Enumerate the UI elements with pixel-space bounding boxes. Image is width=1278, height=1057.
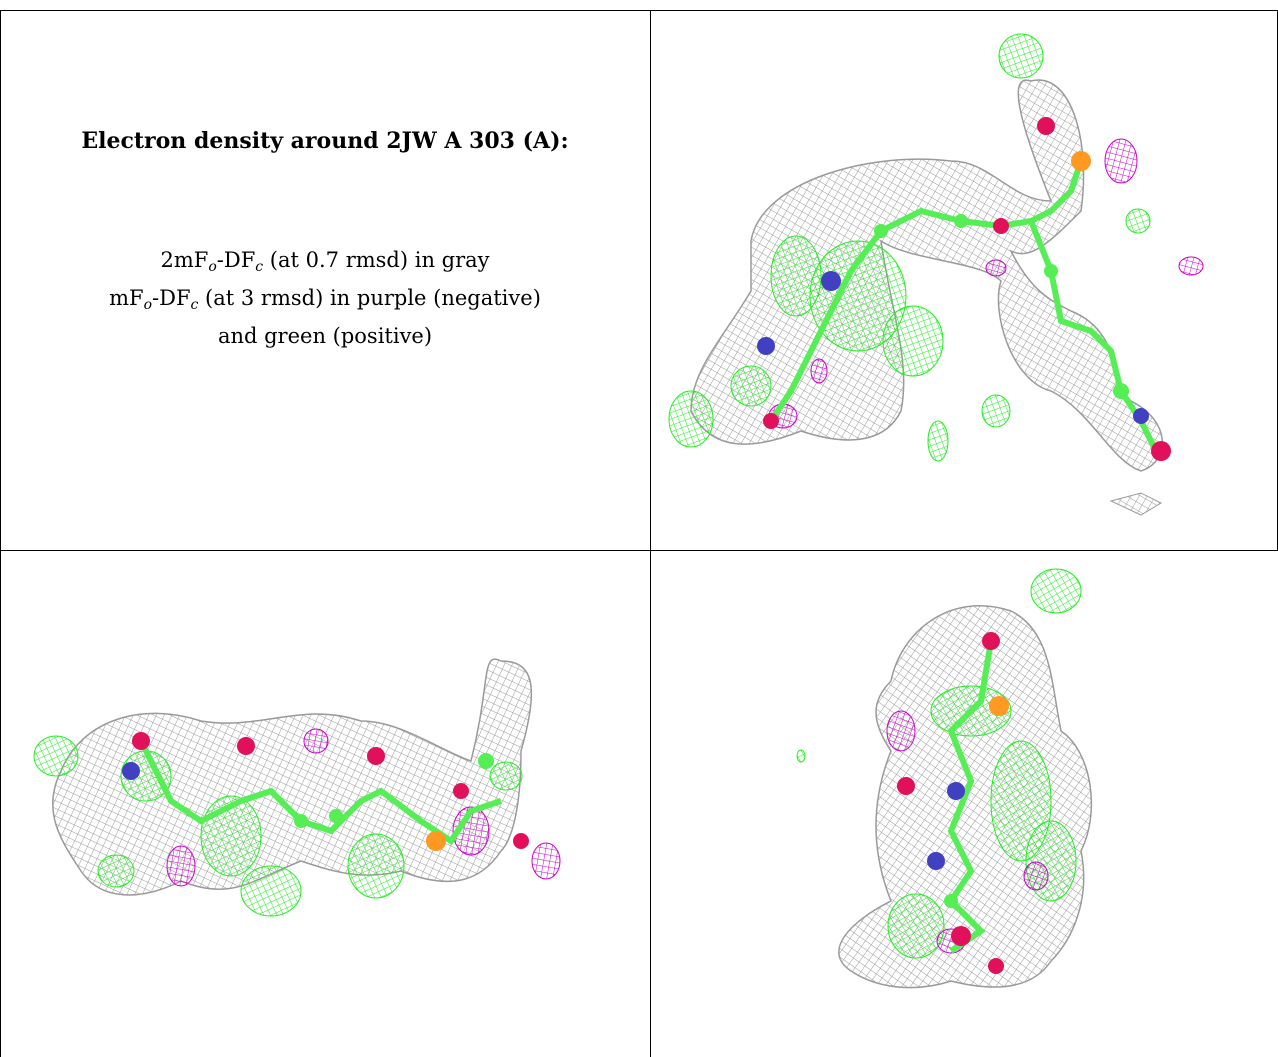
view-bottom-right — [651, 551, 1277, 1057]
density-render-top-right — [668, 33, 1204, 516]
caption-panel: Electron density around 2JW A 303 (A): 2… — [0, 0, 650, 550]
caption-line-fofc: mFo-DFc (at 3 rmsd) in purple (negative) — [109, 286, 541, 313]
density-render-bottom-left — [33, 658, 561, 917]
grid-vertical-line — [0, 10, 1, 1057]
green-density-mesh — [668, 33, 1151, 462]
view-bottom-left — [1, 551, 650, 1057]
view-top-right — [651, 11, 1277, 550]
caption-line-2fofc: 2mFo-DFc (at 0.7 rmsd) in gray — [160, 248, 490, 275]
molecule-model — [757, 117, 1171, 461]
grid-middle-line — [0, 550, 1278, 551]
caption-line-colors: and green (positive) — [217, 324, 433, 348]
purple-density-mesh — [166, 728, 561, 887]
molecule-model — [897, 632, 1009, 974]
caption-title: Electron density around 2JW A 303 (A): — [81, 128, 569, 154]
molecule-model — [122, 732, 529, 851]
gray-density-mesh — [690, 79, 1164, 516]
green-density-mesh — [796, 568, 1082, 959]
grid-top-line — [0, 10, 1278, 11]
density-render-bottom-right — [796, 568, 1093, 989]
grid-center-vertical-line — [650, 10, 651, 1057]
caption-description: 2mFo-DFc (at 0.7 rmsd) in gray mFo-DFc (… — [0, 245, 650, 352]
